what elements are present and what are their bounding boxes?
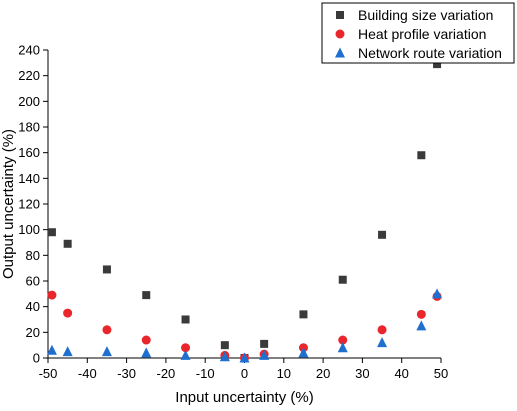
y-tick-label: 80 bbox=[26, 248, 40, 263]
data-point bbox=[142, 291, 151, 300]
data-point bbox=[102, 265, 111, 274]
y-tick-label: 160 bbox=[18, 145, 40, 160]
data-point bbox=[416, 309, 426, 319]
data-point bbox=[299, 310, 308, 319]
data-point bbox=[47, 290, 57, 300]
x-axis-title: Input uncertainty (%) bbox=[175, 389, 313, 406]
legend-marker bbox=[335, 29, 345, 39]
x-tick-label: 10 bbox=[277, 366, 291, 381]
data-point bbox=[338, 335, 348, 345]
axes bbox=[47, 50, 441, 359]
data-point bbox=[337, 342, 348, 353]
x-tick-label: -30 bbox=[117, 366, 136, 381]
x-tick-label: 20 bbox=[316, 366, 330, 381]
y-tick-label: 20 bbox=[26, 325, 40, 340]
x-tick-label: -40 bbox=[78, 366, 97, 381]
y-tick-label: 0 bbox=[33, 351, 40, 366]
series-2 bbox=[46, 288, 443, 363]
data-point bbox=[47, 228, 56, 237]
x-tick-label: 40 bbox=[394, 366, 408, 381]
data-point bbox=[102, 325, 112, 335]
data-point bbox=[338, 275, 347, 284]
data-point bbox=[181, 315, 190, 324]
x-tick-label: -10 bbox=[196, 366, 215, 381]
data-point bbox=[63, 239, 72, 248]
ticks: -50 -40 -30 -20 -10 0 10 20 30 40 50 0 20 40 60 80 100 12… bbox=[18, 43, 448, 382]
data-point bbox=[417, 151, 426, 160]
data-point bbox=[378, 230, 387, 239]
data-point bbox=[239, 352, 250, 363]
data-point bbox=[260, 339, 269, 348]
y-tick-label: 220 bbox=[18, 68, 40, 83]
y-tick-label: 240 bbox=[18, 43, 40, 58]
legend: Building size variation Heat profile vari… bbox=[321, 2, 515, 64]
data-point bbox=[101, 346, 112, 357]
data-point bbox=[219, 351, 230, 362]
y-tick-label: 120 bbox=[18, 197, 40, 212]
data-point bbox=[433, 60, 442, 69]
y-tick-label: 140 bbox=[18, 171, 40, 186]
legend-label: Building size variation bbox=[358, 7, 493, 23]
legend-label: Heat profile variation bbox=[358, 26, 486, 42]
series-0 bbox=[47, 60, 442, 362]
x-tick-label: 30 bbox=[355, 366, 369, 381]
data-point bbox=[63, 308, 73, 318]
data-points bbox=[46, 60, 443, 363]
x-tick-label: 50 bbox=[434, 366, 448, 381]
data-point bbox=[377, 325, 387, 335]
x-tick-label: -50 bbox=[39, 366, 58, 381]
data-point bbox=[298, 347, 309, 358]
x-tick-label: 0 bbox=[241, 366, 248, 381]
data-point bbox=[141, 347, 152, 358]
data-point bbox=[377, 337, 388, 348]
legend-marker bbox=[336, 11, 344, 19]
y-tick-label: 180 bbox=[18, 120, 40, 135]
y-tick-label: 100 bbox=[18, 222, 40, 237]
x-tick-label: -20 bbox=[157, 366, 176, 381]
data-point bbox=[432, 288, 443, 299]
data-point bbox=[62, 346, 73, 357]
data-point bbox=[220, 341, 229, 350]
legend-label: Network route variation bbox=[358, 45, 502, 61]
y-tick-label: 40 bbox=[26, 299, 40, 314]
y-tick-label: 200 bbox=[18, 94, 40, 109]
data-point bbox=[181, 343, 191, 353]
y-tick-label: 60 bbox=[26, 274, 40, 289]
legend-marker bbox=[335, 47, 345, 58]
data-point bbox=[259, 349, 270, 360]
data-point bbox=[141, 335, 151, 345]
y-axis-title: Output uncertainty (%) bbox=[0, 129, 17, 279]
data-point bbox=[46, 344, 57, 355]
data-point bbox=[416, 320, 427, 331]
legend-box bbox=[321, 2, 515, 64]
data-point bbox=[180, 349, 191, 360]
